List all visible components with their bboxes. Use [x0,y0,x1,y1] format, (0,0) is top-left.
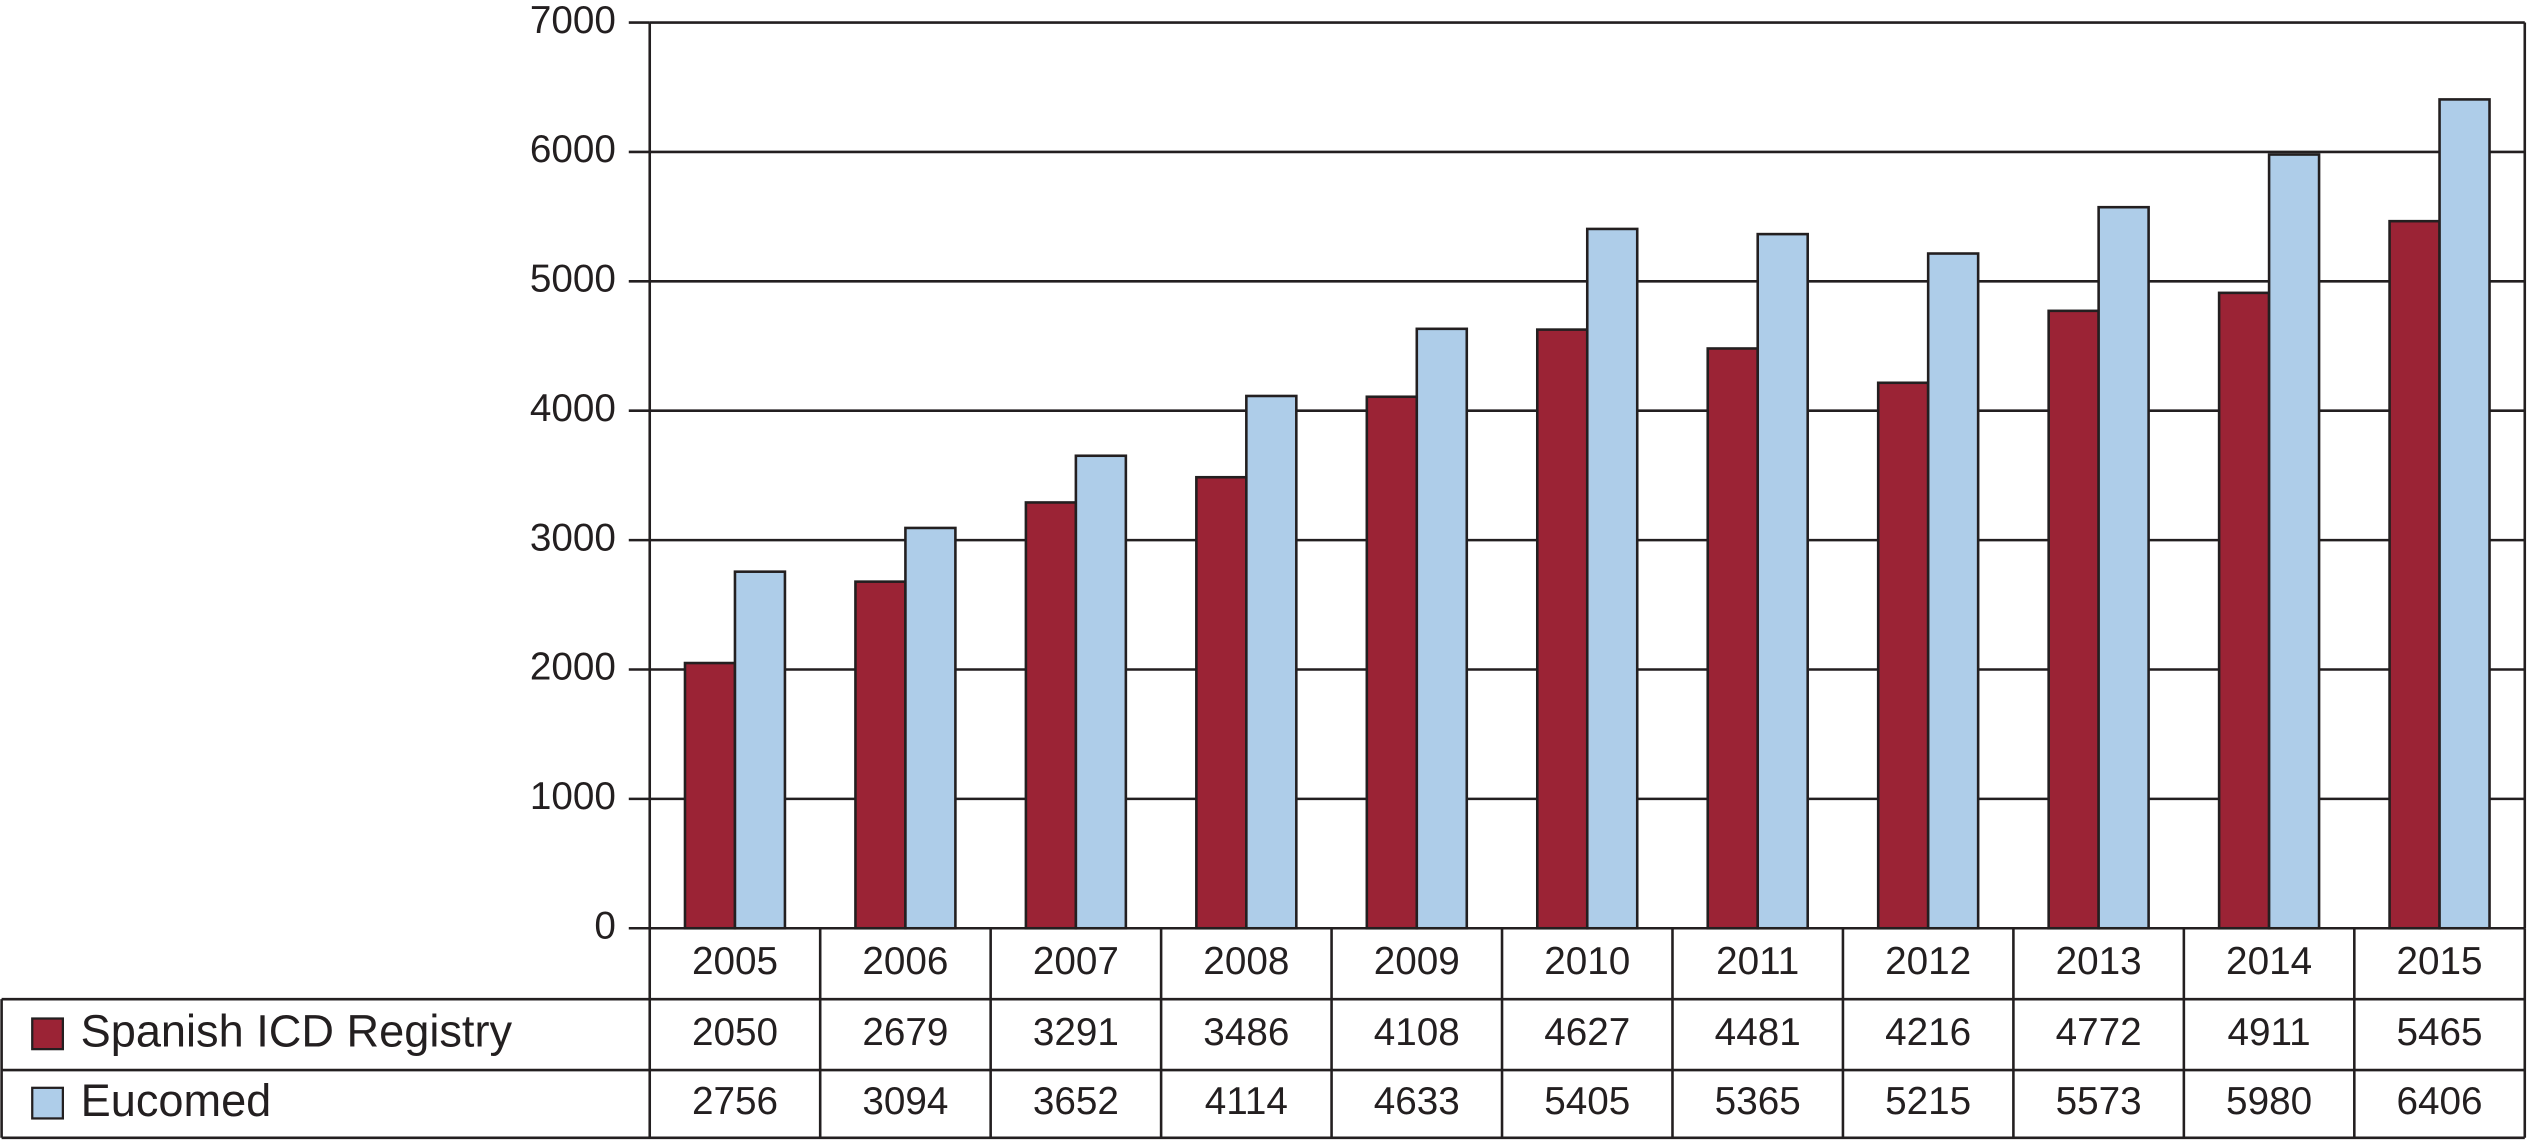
bar [904,526,957,930]
x-tick-label: 2012 [1885,940,1971,983]
x-tick-label: 2011 [1716,940,1799,983]
x-tick-label: 2015 [2397,940,2483,983]
bar [2217,291,2271,930]
legend-swatch [31,1086,65,1120]
bar [2438,98,2491,930]
bar [1415,327,1469,930]
bar [854,580,907,930]
bar [1535,328,1589,930]
table-value: 5405 [1544,1080,1630,1123]
table-value: 6406 [2397,1080,2483,1123]
x-tick-label: 2010 [1544,940,1630,983]
bar [1024,501,1078,930]
legend-label: Eucomed [81,1075,272,1126]
bar [1245,394,1298,930]
bar [2047,309,2100,930]
y-tick-label: 4000 [530,387,616,430]
x-tick-label: 2014 [2226,940,2312,983]
y-tick-label: 3000 [530,516,616,559]
legend-swatch [31,1017,65,1051]
table-value: 4114 [1205,1080,1288,1123]
table-value: 2679 [862,1011,948,1054]
y-tick-label: 7000 [530,0,616,42]
table-value: 4911 [2227,1011,2310,1054]
x-tick-label: 2013 [2056,940,2142,983]
bar [683,661,737,930]
table-value: 5465 [2397,1011,2483,1054]
table-value: 4633 [1374,1080,1460,1123]
x-tick-label: 2005 [692,940,778,983]
bar [1074,454,1128,930]
table-value: 5573 [2056,1080,2142,1123]
y-tick-label: 1000 [530,775,616,818]
bar [1876,381,1930,930]
table-value: 4481 [1715,1011,1801,1054]
x-tick-label: 2008 [1203,940,1289,983]
table-value: 5215 [1885,1080,1971,1123]
table-value: 5365 [1715,1080,1801,1123]
table-value: 4772 [2056,1011,2142,1054]
y-tick-label: 2000 [530,646,616,689]
y-tick-label: 6000 [530,128,616,171]
x-tick-label: 2009 [1374,940,1460,983]
table-value: 4216 [1885,1011,1971,1054]
bar [2097,205,2150,930]
bar [1926,252,1980,930]
bar [1365,395,1419,930]
table-value: 3652 [1033,1080,1119,1123]
bar [1585,227,1639,930]
y-tick-label: 0 [594,904,616,947]
bar [2267,153,2321,930]
table-value: 3486 [1203,1011,1289,1054]
bar [733,570,787,930]
bar [1706,347,1760,930]
table-value: 5980 [2226,1080,2312,1123]
table-value: 3094 [862,1080,948,1123]
bar [1195,475,1248,930]
y-tick-label: 5000 [530,258,616,301]
x-tick-label: 2006 [862,940,948,983]
legend-label: Spanish ICD Registry [81,1006,513,1057]
table-value: 4627 [1544,1011,1630,1054]
bar [1756,232,1809,930]
table-value: 2756 [692,1080,778,1123]
x-tick-label: 2007 [1033,940,1119,983]
table-value: 3291 [1033,1011,1119,1054]
bar [2388,219,2441,930]
table-value: 4108 [1374,1011,1460,1054]
table-value: 2050 [692,1011,778,1054]
